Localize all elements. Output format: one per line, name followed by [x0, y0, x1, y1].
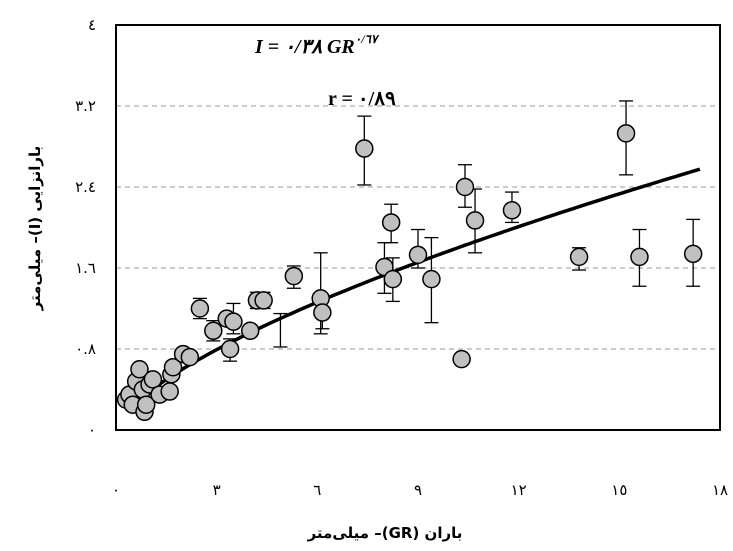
data-point [569, 247, 589, 267]
data-point [163, 357, 183, 377]
data-point [284, 266, 304, 286]
y-tick-label: ٣.٢ [75, 97, 96, 115]
data-point [160, 382, 179, 401]
data-point [683, 244, 703, 264]
fit-line [134, 167, 701, 405]
y-tick-label: ٤ [88, 16, 96, 34]
data-point [190, 299, 210, 318]
data-point [616, 124, 636, 143]
x-axis-title: باران (GR)– میلی‌متر [307, 524, 463, 542]
x-tick-label: ١٥ [611, 481, 627, 499]
data-point [452, 349, 471, 369]
data-point [381, 213, 401, 232]
y-tick-label: ١.٦ [75, 259, 96, 277]
data-point [180, 347, 200, 367]
data-point [130, 360, 149, 379]
data-point [204, 321, 223, 341]
x-tick-label: ١٢ [511, 481, 527, 499]
y-tick-label: ٠ [88, 421, 96, 439]
x-tick-label: ٠ [112, 481, 120, 499]
data-points [116, 124, 703, 422]
data-point [224, 312, 243, 331]
y-tick-label: ٠.٨ [75, 340, 96, 358]
x-tick-label: ٩ [414, 481, 422, 499]
y-axis-title: بارانزایی (I)– میلی‌متر [26, 146, 44, 312]
x-tick-label: ١٨ [712, 481, 728, 499]
correlation-annotation: r = ٠/٨٩ [328, 88, 396, 110]
data-point [220, 339, 240, 359]
data-point [455, 177, 475, 197]
data-point [383, 269, 403, 289]
data-point [502, 201, 522, 220]
data-point [408, 245, 428, 265]
data-point [240, 321, 260, 341]
data-point [355, 139, 374, 158]
fit-line-group [134, 167, 701, 405]
data-point [136, 395, 156, 414]
data-point [465, 211, 485, 230]
data-point [254, 291, 273, 310]
plot-frame [115, 24, 721, 431]
data-point [422, 269, 441, 289]
data-point [143, 370, 163, 389]
tick-labels: ٠ ٣ ٦ ٩ ١٢ ١٥ ١٨ ٠ ٠.٨ ١.٦ ٢.٤ ٣.٢ ٤ [75, 16, 728, 499]
data-point [313, 303, 332, 322]
x-tick-label: ٣ [213, 481, 221, 499]
equation-annotation: I = ٠/٣٨ GR٠/٦٧ [254, 32, 380, 58]
data-point [630, 247, 649, 267]
y-tick-label: ٢.٤ [75, 178, 96, 196]
x-tick-label: ٦ [313, 481, 321, 499]
